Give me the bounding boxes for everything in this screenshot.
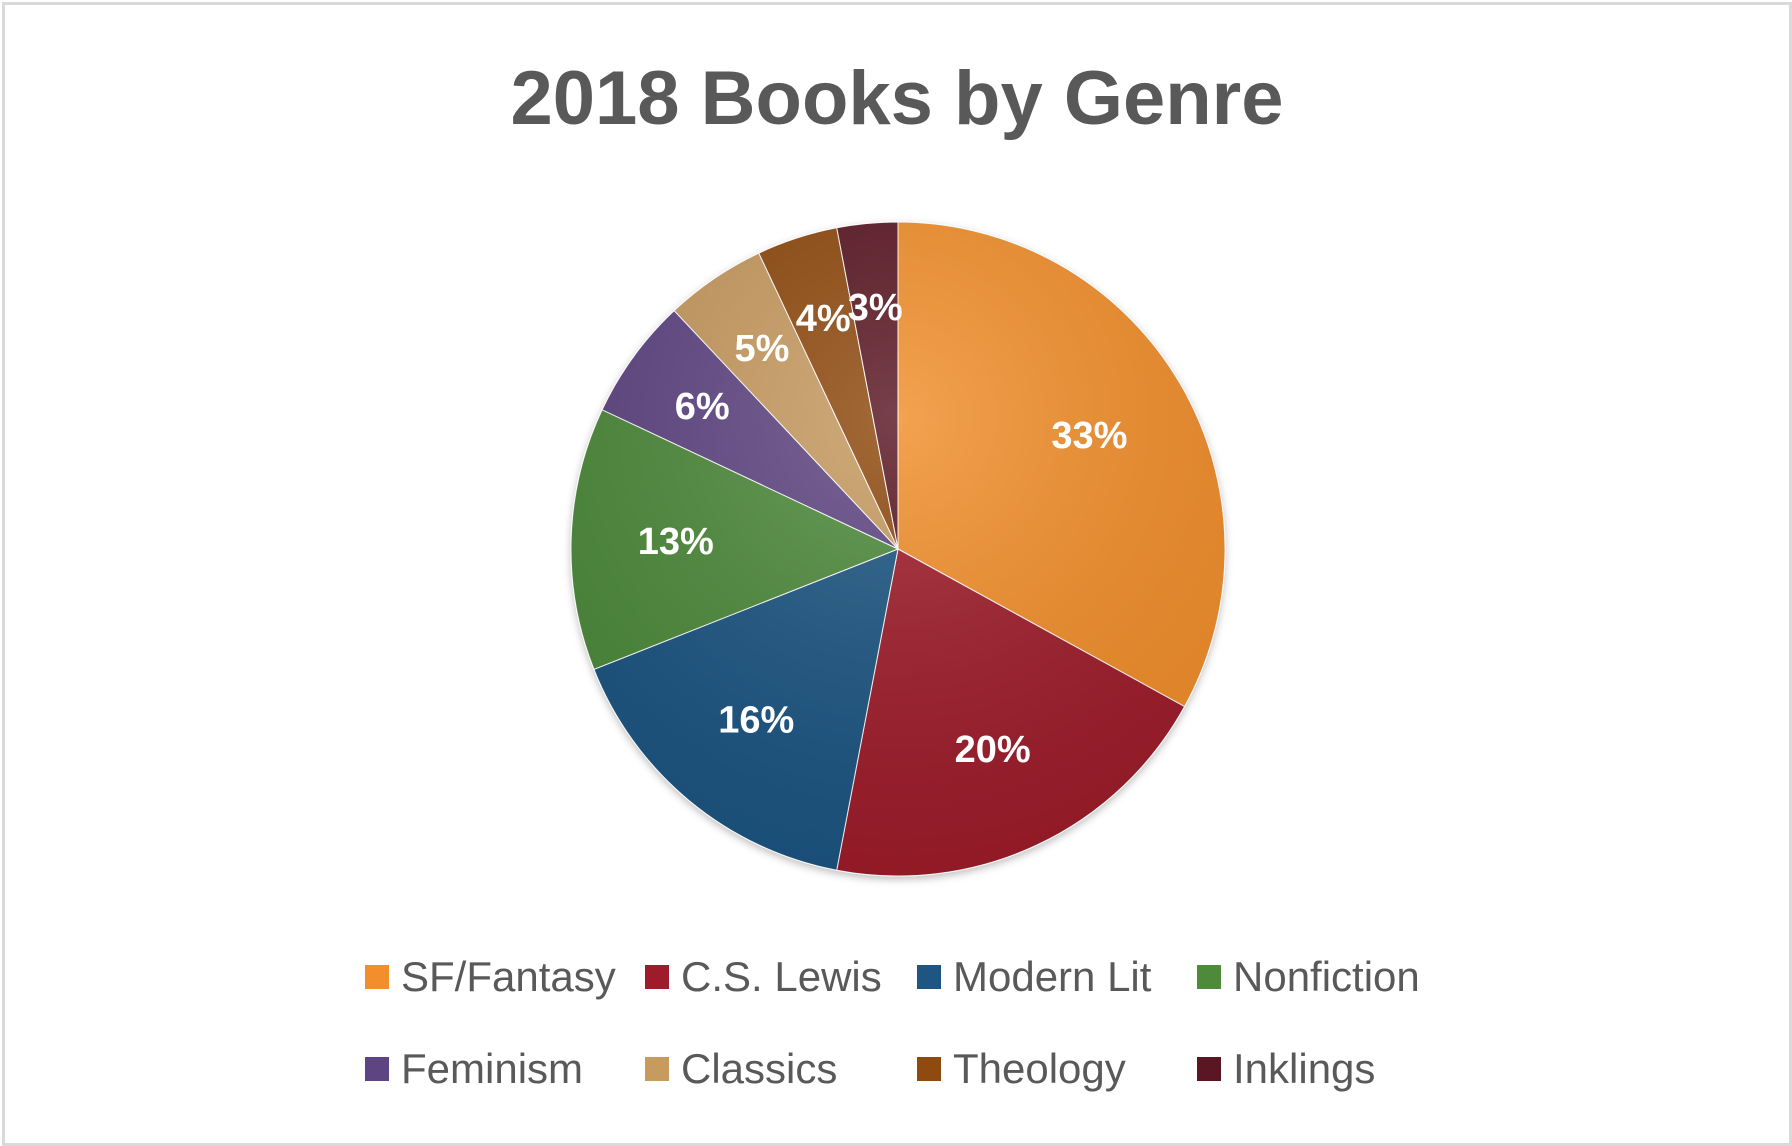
legend-row-1: SF/Fantasy C.S. Lewis Modern Lit Nonfiction [5, 953, 1789, 1045]
data-label-feminism: 6% [675, 386, 730, 428]
data-label-nonfiction: 13% [638, 521, 714, 563]
legend-label: SF/Fantasy [401, 953, 616, 1000]
legend-item-sf-fantasy: SF/Fantasy [365, 953, 616, 1001]
legend-label: Feminism [401, 1045, 584, 1092]
legend-swatch [917, 965, 941, 989]
legend-label: Inklings [1233, 1045, 1376, 1092]
legend-swatch [1197, 1057, 1221, 1081]
legend-item-theology: Theology [917, 1045, 1126, 1093]
legend-label: Theology [953, 1045, 1126, 1092]
legend-swatch [365, 1057, 389, 1081]
legend-label: C.S. Lewis [681, 953, 882, 1000]
legend-row-2: Feminism Classics Theology Inklings [5, 1045, 1789, 1137]
legend-label: Modern Lit [953, 953, 1152, 1000]
legend-item-feminism: Feminism [365, 1045, 583, 1093]
legend-label: Classics [681, 1045, 838, 1092]
data-label-inklings: 3% [848, 287, 903, 329]
legend-item-classics: Classics [645, 1045, 837, 1093]
data-label-sf-fantasy: 33% [1051, 415, 1127, 457]
legend-swatch [645, 1057, 669, 1081]
chart-title: 2018 Books by Genre [510, 56, 1284, 141]
legend-label: Nonfiction [1233, 953, 1420, 1000]
legend-item-modern-lit: Modern Lit [917, 953, 1151, 1001]
legend-swatch [365, 965, 389, 989]
legend-swatch [917, 1057, 941, 1081]
legend-item-c-s-lewis: C.S. Lewis [645, 953, 882, 1001]
legend-swatch [645, 965, 669, 989]
data-label-modern-lit: 16% [718, 699, 794, 741]
legend-item-nonfiction: Nonfiction [1197, 953, 1420, 1001]
data-label-classics: 5% [735, 328, 790, 370]
pie-data-labels: 33% 20% 16% 13% 6%5%4%3% [638, 287, 1128, 771]
legend-item-inklings: Inklings [1197, 1045, 1375, 1093]
data-label-theology: 4% [796, 298, 851, 340]
legend: SF/Fantasy C.S. Lewis Modern Lit Nonfiction… [5, 953, 1789, 1137]
legend-swatch [1197, 965, 1221, 989]
data-label-c-s-lewis: 20% [955, 729, 1031, 771]
